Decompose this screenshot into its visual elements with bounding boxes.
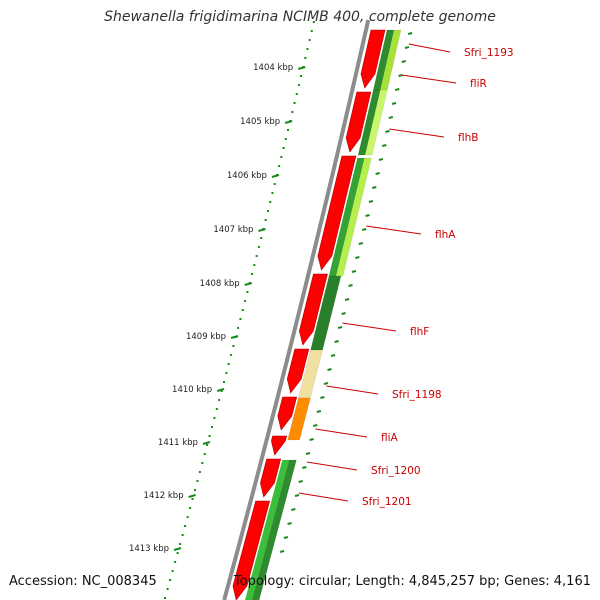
genome-summary-text: Topology: circular; Length: 4,845,257 bp…	[233, 574, 591, 589]
gene-feature-band	[251, 459, 297, 600]
gene-leader-line	[298, 492, 349, 502]
gene-feature-band	[244, 459, 290, 600]
ruler-label: 1406 kbp	[227, 171, 267, 181]
gene-arrow-forward	[277, 396, 298, 431]
ruler-label: 1413 kbp	[129, 544, 169, 554]
gene-arrow-forward	[317, 155, 357, 271]
map-title: Shewanella frigidimarina NCIMB 400, comp…	[104, 9, 496, 25]
inner-tick-track	[279, 32, 413, 553]
gene-feature-band	[335, 157, 372, 277]
gene-arrow-forward	[271, 435, 288, 456]
gene-leader-line	[306, 461, 358, 471]
genome-backbone	[222, 19, 371, 600]
gene-feature-band	[364, 89, 388, 156]
gene-arrow-forward	[232, 500, 271, 600]
ruler-tick	[230, 335, 239, 339]
ruler-tick	[173, 547, 182, 551]
gene-label: Sfri_1193	[464, 47, 514, 59]
ruler-dotted-line	[164, 21, 315, 599]
ruler-tick	[188, 494, 196, 498]
gene-leader-line	[408, 43, 451, 53]
ruler-label: 1409 kbp	[186, 332, 226, 342]
gene-label: Sfri_1198	[392, 389, 442, 401]
ruler-tick	[297, 66, 306, 70]
gene-leader-line	[326, 385, 379, 395]
ruler-tick	[258, 228, 266, 232]
gene-arrow-forward	[345, 91, 372, 153]
gene-label: flhB	[458, 132, 478, 144]
gene-label: flhA	[435, 229, 456, 241]
gene-leader-line	[401, 74, 457, 84]
ruler-label: 1407 kbp	[213, 225, 253, 235]
gene-leader-line	[315, 428, 368, 438]
ruler-label: 1410 kbp	[172, 385, 212, 395]
ruler-label: 1405 kbp	[240, 117, 280, 127]
gene-feature-band	[287, 397, 311, 441]
gene-arrow-forward	[299, 273, 328, 346]
ruler-tick	[284, 120, 293, 124]
gene-leader-line	[342, 322, 397, 332]
ruler-label: 1408 kbp	[200, 279, 240, 289]
ruler-label: 1411 kbp	[158, 438, 198, 448]
gene-label: flhF	[410, 326, 429, 338]
ruler-label: 1412 kbp	[144, 491, 184, 501]
ruler-tick	[216, 388, 225, 392]
accession-text: Accession: NC_008345	[9, 574, 157, 589]
gene-leader-line	[389, 128, 445, 138]
gene-label: Sfri_1200	[371, 465, 421, 477]
ruler-tick	[271, 174, 280, 178]
ruler-tick	[202, 441, 211, 445]
gene-arrow-forward	[360, 29, 386, 89]
gene-leader-line	[366, 225, 422, 235]
ruler-label: 1404 kbp	[253, 63, 293, 73]
gene-label: fliA	[381, 432, 399, 444]
gene-arrow-forward	[260, 458, 282, 498]
gene-arrow-forward	[286, 348, 310, 394]
gene-label: fliR	[470, 78, 487, 90]
gene-label: Sfri_1201	[362, 496, 412, 508]
ruler-tick	[244, 282, 253, 286]
